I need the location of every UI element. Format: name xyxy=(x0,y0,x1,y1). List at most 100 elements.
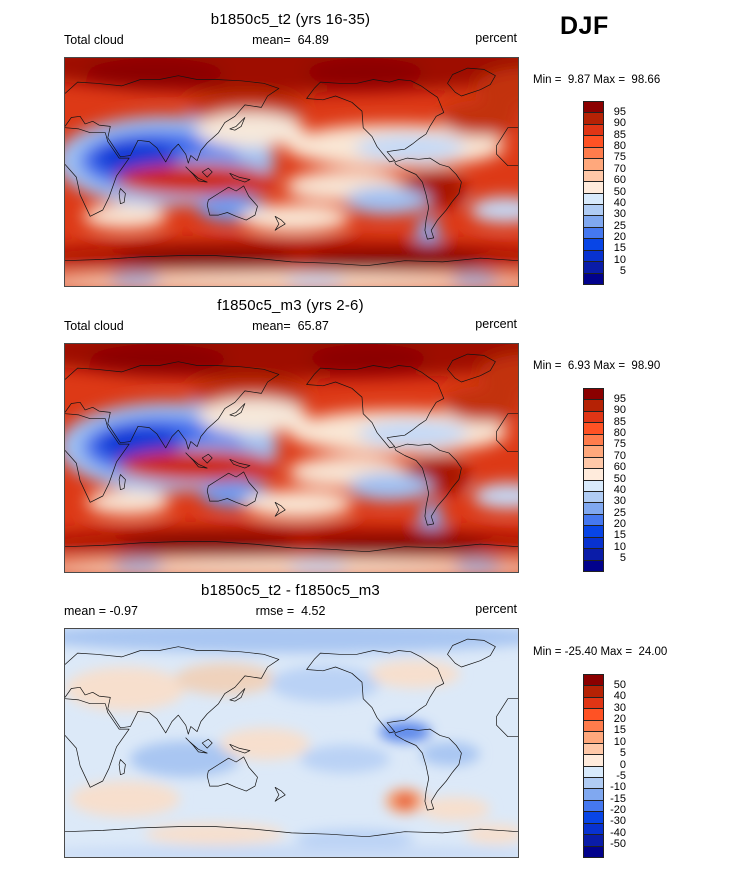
colorbar-tick-label: -40 xyxy=(610,826,626,839)
colorbar-cell xyxy=(584,526,603,538)
colorbar-tick-label: -20 xyxy=(610,804,626,816)
colorbar-cell xyxy=(584,812,603,824)
colorbar-cell xyxy=(584,159,603,171)
colorbar-tick-label: 85 xyxy=(613,128,626,141)
colorbar-cell xyxy=(584,250,603,263)
colorbar-cell xyxy=(584,743,603,756)
season-label: DJF xyxy=(560,12,609,40)
colorbar-cell xyxy=(584,457,603,470)
min-max-label-case1: Min = 9.87 Max = 98.66 xyxy=(533,74,661,86)
colorbar-swatches xyxy=(583,674,604,858)
colorbar-cell xyxy=(584,766,603,778)
colorbar-cell xyxy=(584,789,603,801)
colorbar-cell xyxy=(584,411,603,424)
colorbar-cell xyxy=(584,732,603,744)
colorbar-tick-label: -5 xyxy=(616,769,626,782)
contour-fill-blobs xyxy=(65,344,518,572)
colorbar-cell xyxy=(584,273,603,284)
colorbar-tick-label: 20 xyxy=(613,713,626,725)
colorbar-cell xyxy=(584,503,603,515)
colorbar-cell xyxy=(584,549,603,561)
rmse-label: rmse = 4.52 xyxy=(255,604,326,618)
colorbar-cell xyxy=(584,227,603,240)
colorbar-tick-label: 60 xyxy=(613,461,626,474)
units-label: percent xyxy=(475,31,517,45)
colorbar-tick-label: 0 xyxy=(619,758,626,771)
colorbar-tick-label: 40 xyxy=(613,196,626,209)
world-map-difference xyxy=(64,628,519,858)
variable-label: Total cloud xyxy=(64,319,124,333)
panel-difference: b1850c5_t2 - f1850c5_m3 mean = -0.97 rms… xyxy=(64,571,519,858)
colorbar-cell xyxy=(584,777,603,790)
colorbar-swatches xyxy=(583,101,604,285)
panel-subtitle-row: mean = -0.97 rmse = 4.52 percent xyxy=(64,602,517,619)
colorbar-cell xyxy=(584,469,603,481)
colorbar-tick-label: 50 xyxy=(613,472,626,485)
colorbar-tick-label: 75 xyxy=(613,151,626,164)
colorbar-tick-label: 70 xyxy=(613,162,626,175)
colorbar-cell xyxy=(584,136,603,148)
colorbar-tick-label: -10 xyxy=(610,781,626,794)
colorbar-cell xyxy=(584,124,603,137)
colorbar-cell xyxy=(584,537,603,550)
mean-label: mean= 65.87 xyxy=(252,319,329,333)
world-map-case2 xyxy=(64,343,519,573)
panel-title: b1850c5_t2 (yrs 16-35) xyxy=(210,11,371,28)
colorbar-tick-label: -50 xyxy=(610,838,626,851)
colorbar-tick-label: 5 xyxy=(619,552,626,565)
colorbar-cell xyxy=(584,182,603,194)
colorbar-cell xyxy=(584,216,603,228)
colorbar-tick-label: 5 xyxy=(619,747,626,760)
colorbar-tick-label: 95 xyxy=(613,392,626,405)
panel-subtitle-row: Total cloud mean= 65.87 percent xyxy=(64,317,517,334)
world-map-case1 xyxy=(64,57,519,287)
colorbar-tick-label: 85 xyxy=(613,415,626,428)
colorbar-cell xyxy=(584,720,603,733)
colorbar-cell xyxy=(584,823,603,836)
mean-label: mean= 64.89 xyxy=(252,33,329,47)
colorbar-tick-label: 40 xyxy=(613,690,626,703)
variable-label: Total cloud xyxy=(64,33,124,47)
panel-title: f1850c5_m3 (yrs 2-6) xyxy=(217,297,364,314)
units-label: percent xyxy=(475,317,517,331)
units-label: percent xyxy=(475,602,517,616)
colorbar-tick-label: 90 xyxy=(613,117,626,130)
colorbar-tick-label: 75 xyxy=(613,438,626,451)
colorbar-tick-label: 20 xyxy=(613,231,626,243)
colorbar-cell xyxy=(584,434,603,447)
panel-case2: f1850c5_m3 (yrs 2-6) Total cloud mean= 6… xyxy=(64,286,519,573)
colorbar-tick-label: 10 xyxy=(613,253,626,266)
coastlines xyxy=(65,67,518,267)
colorbar-tick-label: 25 xyxy=(613,219,626,232)
colorbar-tick-label: 10 xyxy=(613,735,626,748)
colorbar-cell xyxy=(584,147,603,160)
colorbar-tick-label: 15 xyxy=(613,724,626,737)
colorbar-cell xyxy=(584,697,603,710)
colorbar-tick-label: 30 xyxy=(613,208,626,221)
colorbar-cell xyxy=(584,389,603,401)
colorbar-cell xyxy=(584,675,603,687)
colorbar-cell xyxy=(584,262,603,274)
colorbar-tick-label: -15 xyxy=(610,792,626,805)
colorbar-cell xyxy=(584,400,603,412)
min-max-label-difference: Min = -25.40 Max = 24.00 xyxy=(533,646,668,658)
colorbar-cell xyxy=(584,686,603,698)
colorbar-cell xyxy=(584,846,603,857)
colorbar-cell xyxy=(584,423,603,435)
colorbar-tick-label: 60 xyxy=(613,174,626,187)
colorbar-tick-label: 30 xyxy=(613,495,626,508)
colorbar-tick-label: 40 xyxy=(613,483,626,496)
colorbar-cell xyxy=(584,709,603,721)
colorbar-tick-label: -30 xyxy=(610,815,626,828)
colorbar-case2: 95 90 85 80 75 70 60 50 40 30 25 20 15 10 5 xyxy=(583,388,631,572)
min-max-label-case2: Min = 6.93 Max = 98.90 xyxy=(533,360,661,372)
colorbar-tick-label: 10 xyxy=(613,540,626,553)
colorbar-cell xyxy=(584,193,603,205)
colorbar-tick-label: 15 xyxy=(613,242,626,255)
colorbar-tick-label: 50 xyxy=(613,185,626,198)
colorbar-cell xyxy=(584,239,603,251)
colorbar-cell xyxy=(584,835,603,847)
colorbar-cell xyxy=(584,102,603,114)
colorbar-cell xyxy=(584,491,603,504)
panel-subtitle-row: Total cloud mean= 64.89 percent xyxy=(64,31,517,48)
